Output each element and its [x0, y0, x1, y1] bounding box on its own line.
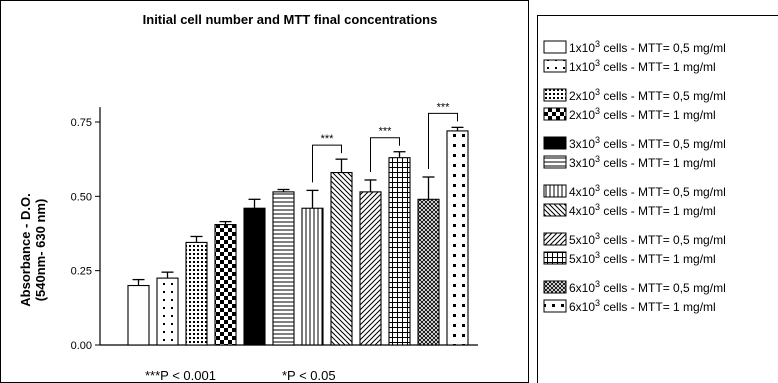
error-bar	[277, 188, 290, 192]
footnote-p05: *P < 0.05	[282, 368, 336, 383]
bar	[156, 277, 179, 346]
legend-label: 2x103 cells - MTT= 1 mg/ml	[569, 106, 716, 122]
error-bar	[306, 189, 319, 209]
bar	[330, 171, 353, 346]
bar	[185, 241, 208, 346]
legend-swatch	[543, 251, 567, 265]
error-bar	[248, 198, 261, 209]
bar	[359, 191, 382, 346]
error-bar	[451, 126, 464, 131]
legend-label: 3x103 cells - MTT= 0,5 mg/ml	[569, 135, 726, 151]
significance-label: ***	[437, 101, 451, 113]
bar	[301, 207, 324, 346]
y-tick-label: 0.00	[71, 340, 92, 352]
legend-swatch	[543, 107, 567, 121]
legend: 1x103 cells - MTT= 0,5 mg/ml 1x103 cells …	[543, 39, 726, 314]
legend-swatch	[543, 280, 567, 294]
legend-label: 1x103 cells - MTT= 1 mg/ml	[569, 58, 716, 74]
bar	[417, 198, 440, 346]
legend-label: 3x103 cells - MTT= 1 mg/ml	[569, 154, 716, 170]
legend-label: 5x103 cells - MTT= 1 mg/ml	[569, 250, 716, 266]
legend-swatch	[543, 203, 567, 217]
significance-bracket: ***	[370, 126, 400, 172]
bar	[243, 207, 266, 346]
bar	[214, 224, 237, 346]
y-tick-label: 0.75	[71, 117, 92, 129]
significance-label: ***	[321, 133, 335, 145]
bar	[127, 284, 150, 346]
y-axis-title: Absorbance - D.O. (540nm- 630 nm)	[18, 193, 48, 306]
error-bar	[422, 176, 435, 200]
legend-label: 4x103 cells - MTT= 0,5 mg/ml	[569, 183, 726, 199]
error-bar	[161, 271, 174, 279]
error-bar	[364, 179, 377, 192]
bars	[127, 126, 469, 346]
footnote-p001: ***P < 0.001	[145, 368, 216, 383]
error-bar	[190, 235, 203, 243]
bar	[272, 191, 295, 346]
legend-frame	[537, 15, 778, 383]
significance-bracket: ***	[312, 133, 342, 183]
significance-bracket: ***	[428, 101, 458, 170]
legend-swatch	[543, 232, 567, 246]
legend-swatch	[543, 40, 567, 54]
significance-label: ***	[379, 126, 393, 138]
error-bar	[393, 151, 406, 158]
legend-swatch	[543, 136, 567, 150]
bar	[446, 130, 469, 346]
y-axis-title-line2: (540nm- 630 nm)	[33, 199, 48, 302]
legend-label: 6x103 cells - MTT= 0,5 mg/ml	[569, 279, 726, 295]
legend-label: 5x103 cells - MTT= 0,5 mg/ml	[569, 231, 726, 247]
legend-swatch	[543, 155, 567, 169]
legend-swatch	[543, 88, 567, 102]
y-axis-title-line1: Absorbance - D.O.	[18, 193, 33, 306]
legend-label: 6x103 cells - MTT= 1 mg/ml	[569, 298, 716, 314]
error-bar	[219, 220, 232, 225]
legend-label: 1x103 cells - MTT= 0,5 mg/ml	[569, 39, 726, 55]
legend-label: 2x103 cells - MTT= 0,5 mg/ml	[569, 87, 726, 103]
legend-swatch	[543, 59, 567, 73]
bar	[388, 157, 411, 346]
y-tick-label: 0.50	[71, 191, 92, 203]
significance-brackets: *** *** ***	[312, 101, 458, 183]
error-bar	[132, 278, 145, 286]
y-tick-label: 0.25	[71, 266, 92, 278]
error-bar	[335, 158, 348, 173]
chart-title: Initial cell number and MTT final concen…	[143, 12, 438, 27]
legend-swatch	[543, 299, 567, 313]
legend-label: 4x103 cells - MTT= 1 mg/ml	[569, 202, 716, 218]
legend-swatch	[543, 184, 567, 198]
